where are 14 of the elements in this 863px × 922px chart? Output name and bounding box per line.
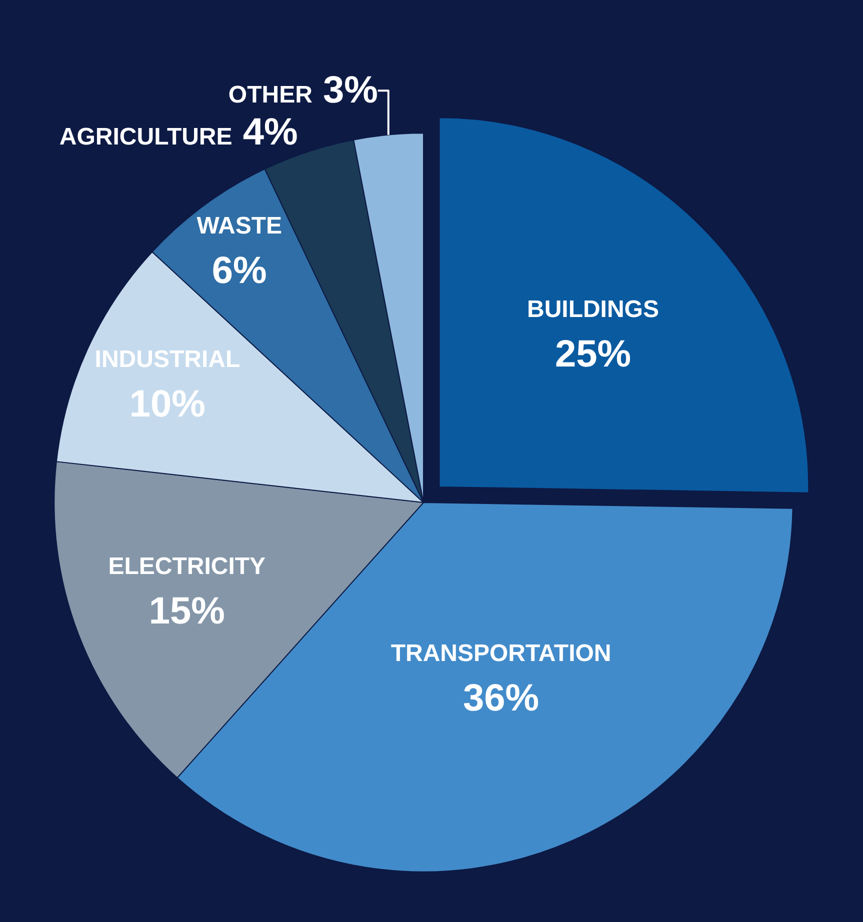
data-label: 15% <box>148 590 225 633</box>
data-label: 3% <box>322 70 378 112</box>
slice-label: ELECTRICITY <box>108 553 266 580</box>
slice-label: AGRICULTURE <box>59 124 232 151</box>
data-label: 6% <box>212 250 267 292</box>
slice-label: WASTE <box>196 212 282 240</box>
data-label: 10% <box>129 383 206 426</box>
data-label: 4% <box>242 112 298 154</box>
slice-label: INDUSTRIAL <box>94 346 240 373</box>
slice-label: BUILDINGS <box>526 296 659 323</box>
data-label: 25% <box>554 333 632 376</box>
data-label: 36% <box>463 677 540 720</box>
slice-label: TRANSPORTATION <box>390 640 612 667</box>
slice-label: OTHER <box>228 82 312 109</box>
